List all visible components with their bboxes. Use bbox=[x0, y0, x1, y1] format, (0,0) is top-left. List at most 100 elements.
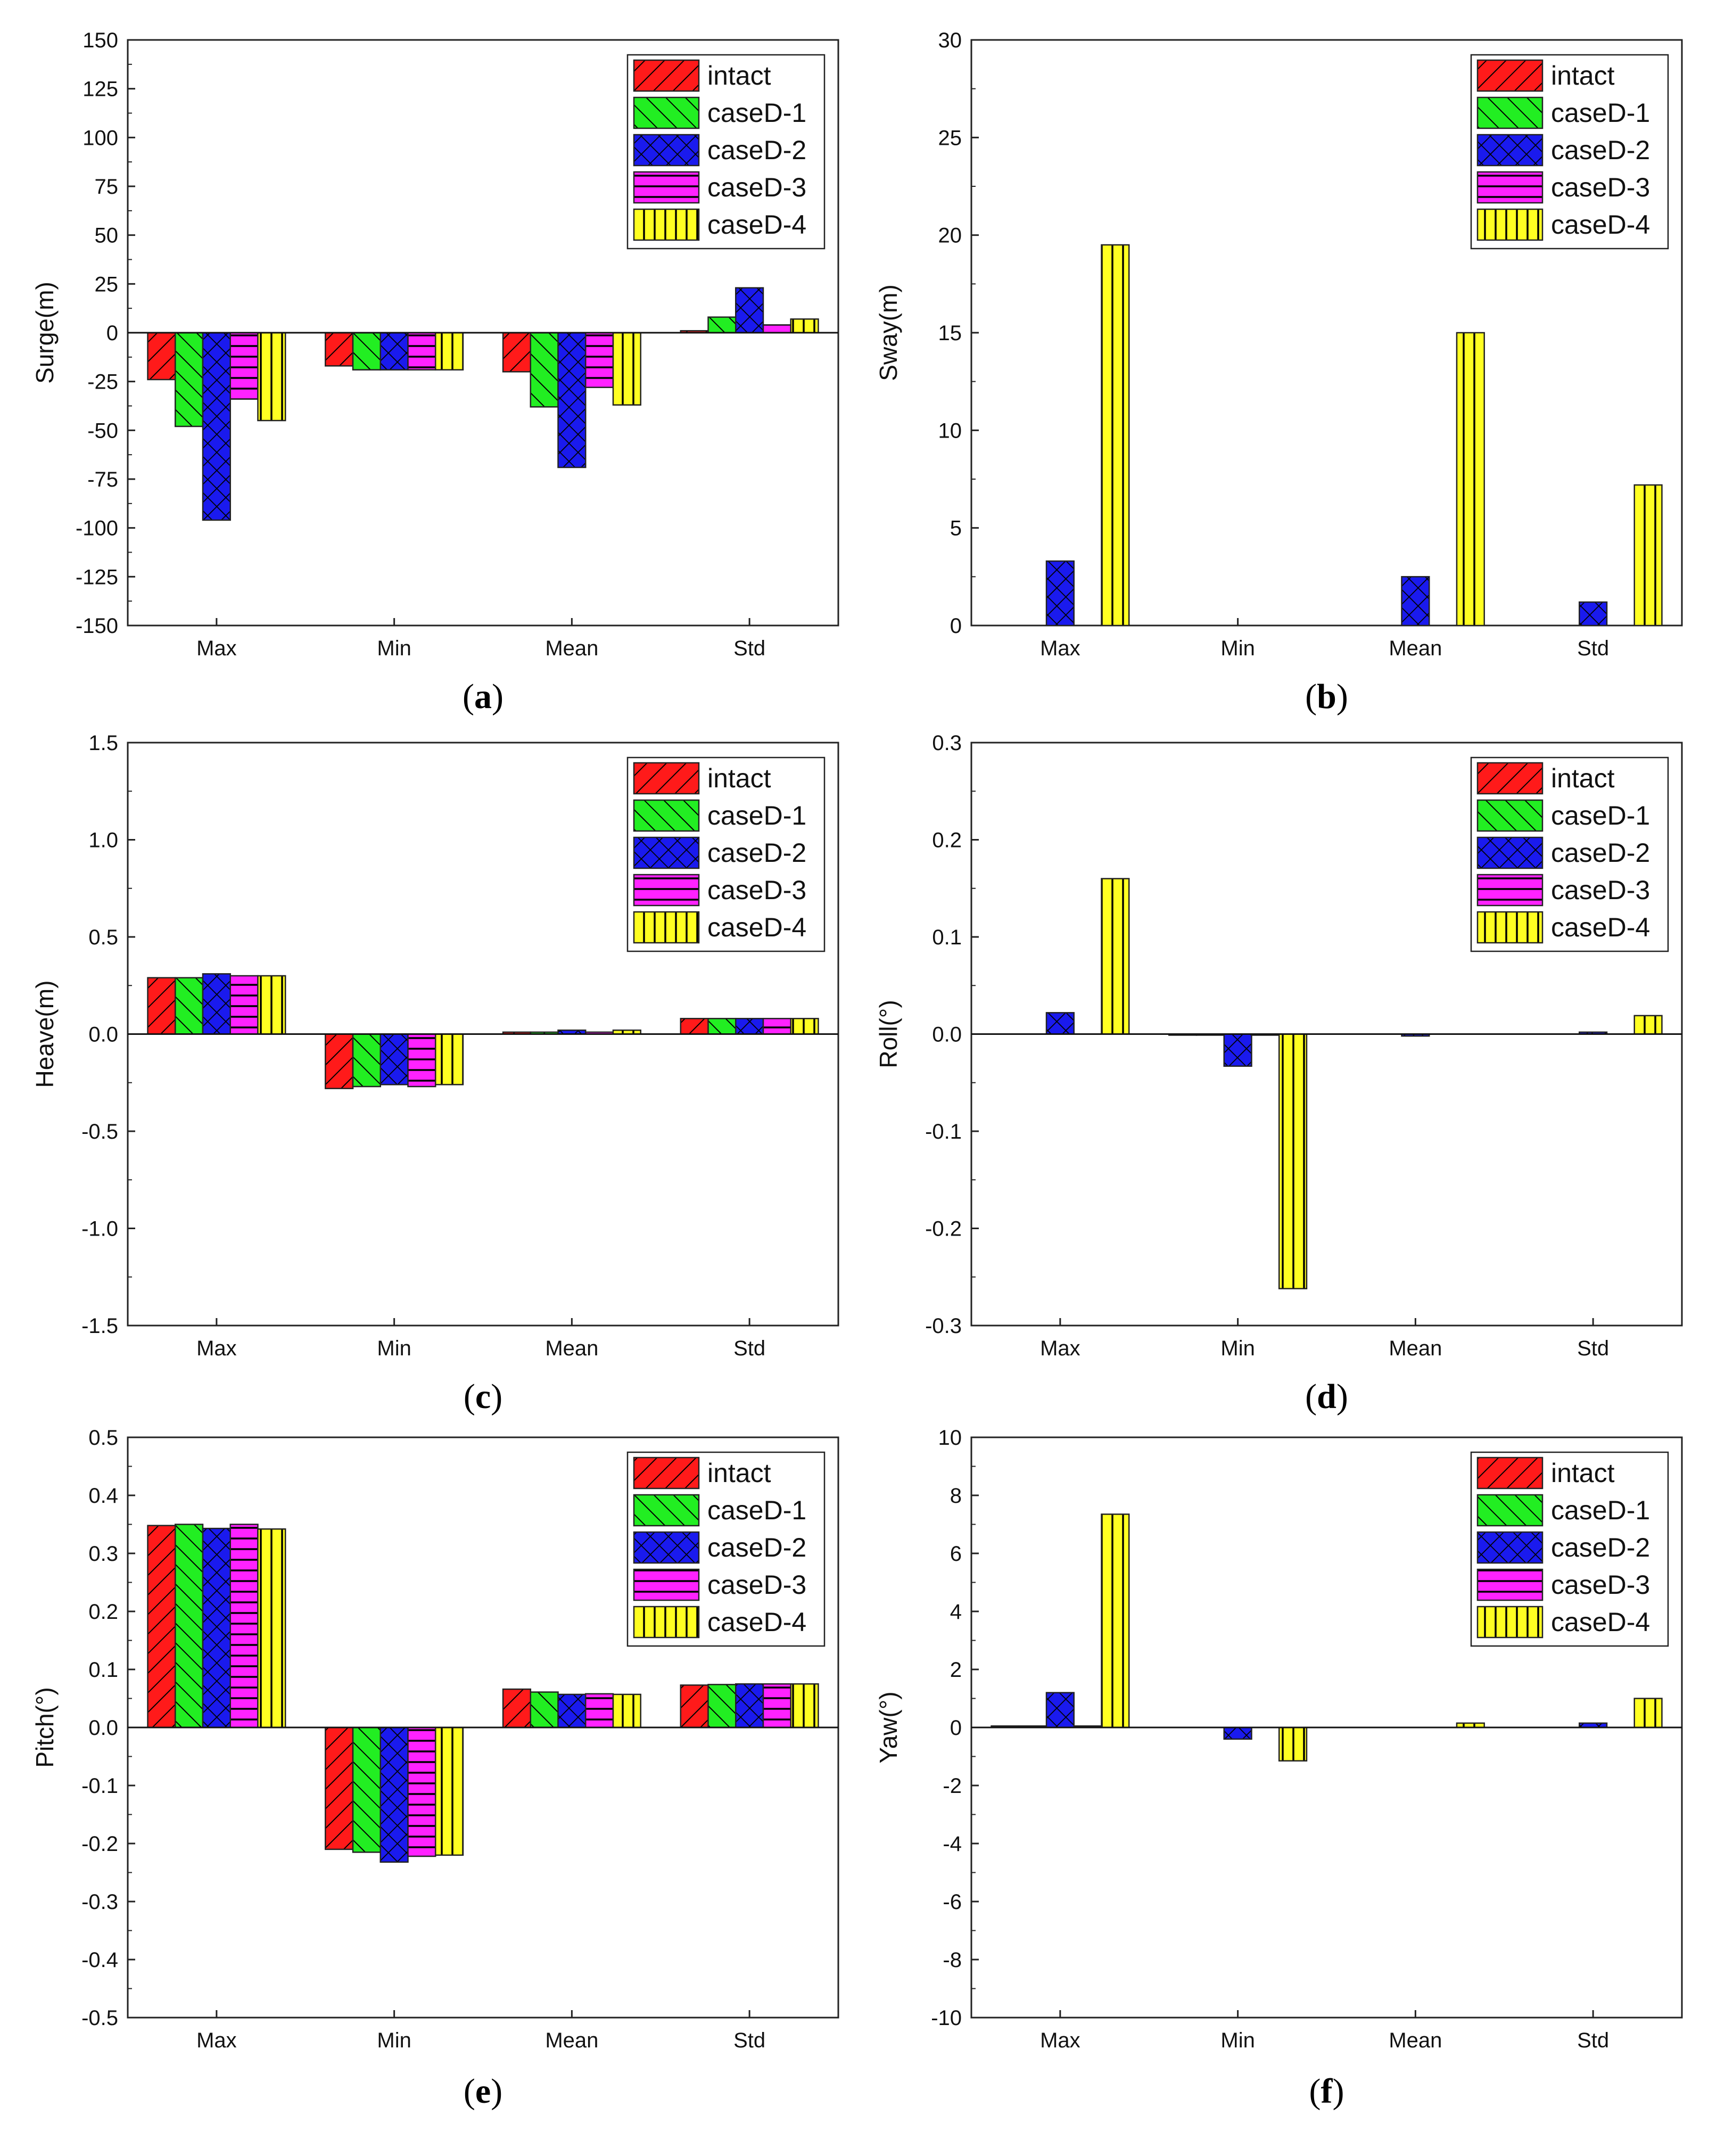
y-tick-label: -0.5 bbox=[81, 2006, 118, 2030]
y-tick-label: 8 bbox=[950, 1484, 962, 1508]
legend: intact caseD-1 caseD-2 caseD-3 caseD-4 bbox=[626, 54, 826, 250]
y-tick-label: -0.2 bbox=[925, 1217, 962, 1241]
legend-swatch-caseD-4 bbox=[1476, 1606, 1544, 1639]
legend-label-caseD-2: caseD-2 bbox=[707, 135, 806, 165]
bar-caseD-1-max bbox=[175, 977, 204, 1035]
panel-letter: (d) bbox=[1305, 1377, 1348, 1416]
y-tick-label: 0.3 bbox=[932, 731, 962, 755]
y-tick-label: 25 bbox=[95, 273, 119, 296]
legend-label-caseD-2: caseD-2 bbox=[1551, 838, 1650, 868]
y-tick-label: 10 bbox=[938, 419, 962, 442]
legend-label-caseD-3: caseD-3 bbox=[1551, 172, 1650, 202]
bar-caseD-3-mean bbox=[584, 1693, 614, 1729]
legend-swatch-intact bbox=[1476, 59, 1544, 92]
y-tick-label: 1.5 bbox=[88, 731, 118, 755]
y-tick-label: 0.3 bbox=[88, 1542, 118, 1566]
legend-label-caseD-4: caseD-4 bbox=[707, 1607, 806, 1637]
y-tick-label: 0.2 bbox=[932, 829, 962, 852]
y-tick-label: -150 bbox=[76, 614, 118, 638]
legend-label-caseD-1: caseD-1 bbox=[707, 801, 806, 830]
x-tick-label: Std bbox=[733, 1337, 765, 1360]
y-tick-label: 125 bbox=[82, 78, 118, 101]
bar-caseD-4-max bbox=[257, 332, 286, 422]
y-tick-label: -10 bbox=[931, 2006, 962, 2030]
legend-swatch-caseD-1 bbox=[1476, 799, 1544, 832]
legend-swatch-caseD-2 bbox=[1476, 134, 1544, 167]
y-tick-label: -50 bbox=[87, 419, 118, 442]
x-tick-label: Min bbox=[1220, 1337, 1255, 1360]
bar-caseD-3-min bbox=[407, 1726, 436, 1857]
bar-caseD-2-min bbox=[379, 332, 409, 371]
bar-caseD-4-min bbox=[1278, 1726, 1308, 1762]
x-tick-label: Min bbox=[377, 1337, 411, 1360]
bar-caseD-4-min bbox=[434, 332, 464, 371]
bar-caseD-1-mean bbox=[530, 1691, 559, 1729]
legend-label-intact: intact bbox=[707, 61, 771, 90]
x-tick-label: Std bbox=[733, 637, 765, 660]
y-tick-label: 6 bbox=[950, 1542, 962, 1566]
legend-swatch-caseD-4 bbox=[633, 208, 700, 241]
bar-caseD-2-min bbox=[1223, 1726, 1252, 1740]
legend-label-caseD-3: caseD-3 bbox=[707, 1570, 806, 1600]
legend: intact caseD-1 caseD-2 caseD-3 caseD-4 bbox=[626, 1451, 826, 1647]
y-tick-label: -125 bbox=[76, 565, 118, 589]
legend-swatch-intact bbox=[1476, 762, 1544, 795]
x-tick-label: Std bbox=[1577, 2029, 1609, 2052]
legend-swatch-caseD-2 bbox=[633, 836, 700, 869]
x-tick-label: Mean bbox=[545, 1337, 598, 1360]
legend-swatch-caseD-1 bbox=[633, 1494, 700, 1527]
bar-intact-mean bbox=[502, 332, 532, 373]
legend-label-intact: intact bbox=[1551, 763, 1615, 793]
legend-label-caseD-2: caseD-2 bbox=[1551, 1533, 1650, 1562]
bar-intact-min bbox=[325, 1726, 354, 1850]
y-tick-label: -75 bbox=[87, 468, 118, 491]
bar-caseD-3-max bbox=[229, 975, 259, 1035]
x-tick-label: Std bbox=[1577, 637, 1609, 660]
bar-caseD-1-mean bbox=[530, 332, 559, 408]
bar-caseD-3-std bbox=[762, 324, 791, 334]
legend-swatch-caseD-1 bbox=[1476, 96, 1544, 129]
y-tick-label: 0 bbox=[950, 1716, 962, 1740]
bar-intact-min bbox=[325, 1033, 354, 1089]
y-tick-label: 0.4 bbox=[88, 1484, 118, 1508]
y-tick-label: -6 bbox=[943, 1890, 962, 1914]
bar-intact-std bbox=[680, 1018, 709, 1035]
x-tick-label: Max bbox=[1040, 2029, 1080, 2052]
y-tick-label: 150 bbox=[82, 29, 118, 52]
legend-swatch-caseD-3 bbox=[1476, 1568, 1544, 1601]
y-tick-label: -100 bbox=[76, 517, 118, 540]
bar-caseD-1-max bbox=[175, 1524, 204, 1729]
y-axis-title: Sway(m) bbox=[874, 284, 902, 381]
y-tick-label: -0.1 bbox=[81, 1774, 118, 1798]
y-tick-label: -8 bbox=[943, 1948, 962, 1972]
legend: intact caseD-1 caseD-2 caseD-3 caseD-4 bbox=[1470, 54, 1669, 250]
panel-letter: (e) bbox=[464, 2072, 502, 2111]
legend-label-caseD-3: caseD-3 bbox=[1551, 875, 1650, 905]
legend-swatch-caseD-3 bbox=[1476, 874, 1544, 907]
y-tick-label: 2 bbox=[950, 1658, 962, 1682]
x-tick-label: Mean bbox=[1389, 637, 1442, 660]
legend-label-caseD-4: caseD-4 bbox=[1551, 1607, 1650, 1637]
legend-label-intact: intact bbox=[707, 1458, 771, 1488]
legend-swatch-caseD-3 bbox=[633, 171, 700, 204]
bar-caseD-4-min bbox=[1278, 1033, 1308, 1289]
y-axis-title: Heave(m) bbox=[31, 981, 59, 1088]
legend-swatch-intact bbox=[633, 762, 700, 795]
y-tick-label: 0 bbox=[950, 614, 962, 638]
bar-caseD-3-mean bbox=[584, 332, 614, 388]
y-tick-label: 100 bbox=[82, 126, 118, 150]
bar-caseD-1-std bbox=[707, 1684, 737, 1729]
bar-caseD-2-max bbox=[202, 1527, 231, 1729]
bar-caseD-4-mean bbox=[1456, 332, 1485, 627]
legend-label-intact: intact bbox=[707, 763, 771, 793]
y-tick-label: 50 bbox=[95, 224, 119, 248]
y-tick-label: -4 bbox=[943, 1832, 962, 1856]
legend-swatch-intact bbox=[633, 59, 700, 92]
bar-caseD-3-std bbox=[762, 1018, 791, 1035]
y-tick-label: 4 bbox=[950, 1600, 962, 1624]
bar-caseD-2-max bbox=[1045, 560, 1075, 627]
chart-panel-a: -150 -125 -100 -75 -50 -25 0 25 50 75 100 125 150 Sur… bbox=[31, 29, 839, 716]
bar-caseD-2-std bbox=[735, 1683, 764, 1729]
bar-intact-max bbox=[147, 1525, 176, 1729]
legend-label-caseD-3: caseD-3 bbox=[707, 875, 806, 905]
